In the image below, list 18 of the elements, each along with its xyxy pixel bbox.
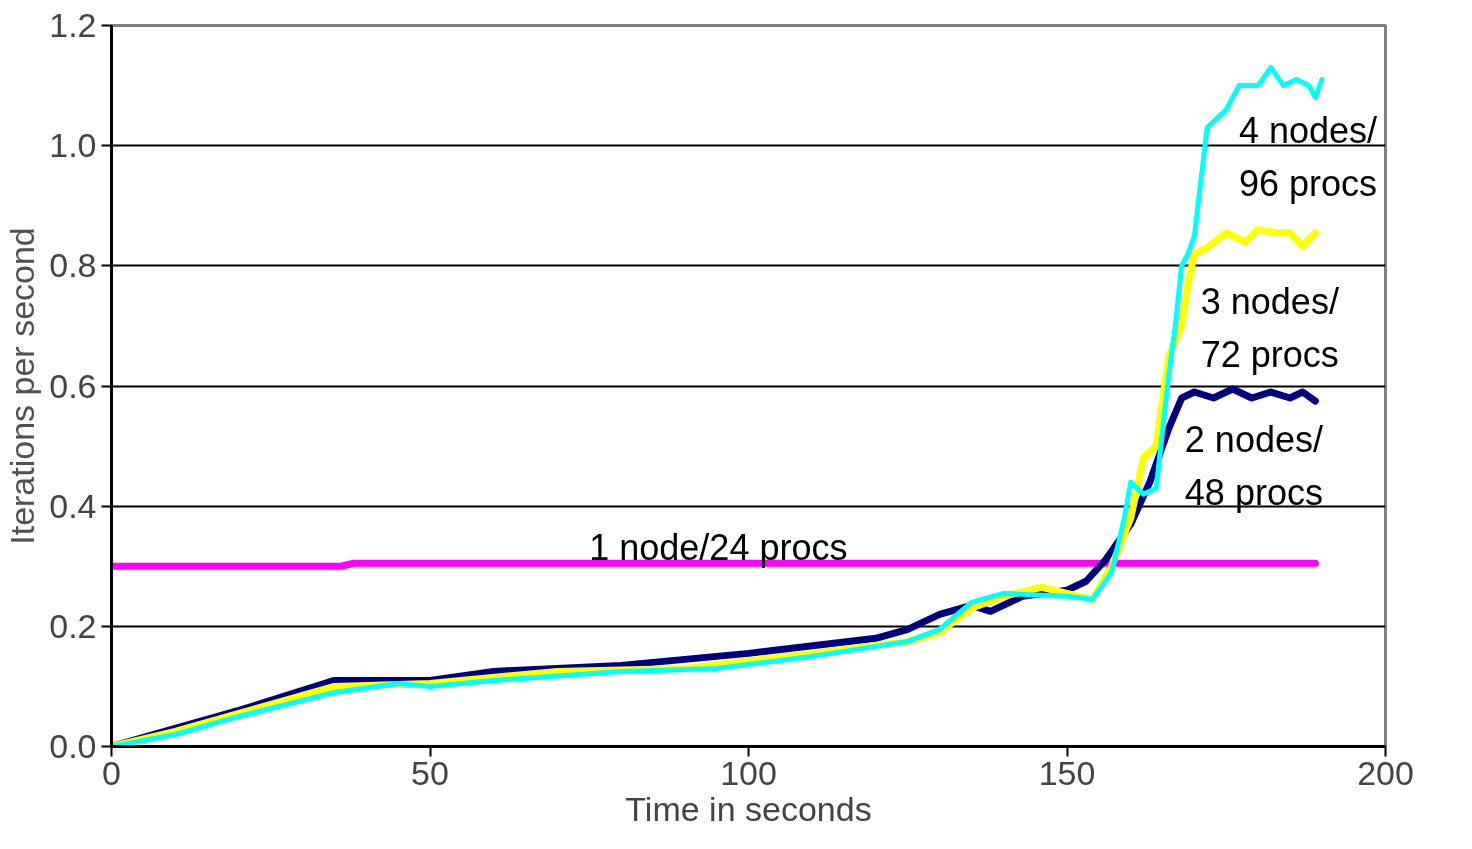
x-tick-label: 0 [102, 753, 121, 792]
x-tick-label: 150 [1038, 753, 1096, 792]
y-tick-label: 0.8 [49, 246, 97, 285]
x-tick-label: 50 [411, 753, 449, 792]
series-label: 1 node/24 procs [589, 527, 848, 569]
x-axis-title: Time in seconds [625, 789, 872, 828]
y-tick-label: 0.2 [49, 606, 97, 645]
y-tick-label: 1.0 [49, 126, 97, 165]
y-tick-label: 0.0 [49, 727, 97, 765]
series-label: 2 nodes/ 48 procs [1184, 419, 1323, 514]
y-axis-title: Iterations per second [3, 227, 42, 545]
series-label: 4 nodes/ 96 procs [1238, 109, 1378, 204]
series-label: 3 nodes/ 72 procs [1200, 280, 1339, 376]
x-tick-label: 200 [1357, 753, 1414, 792]
y-tick-label: 1.2 [49, 6, 97, 44]
x-tick-label: 100 [720, 753, 777, 792]
y-tick-label: 0.6 [49, 366, 97, 405]
y-tick-label: 0.4 [49, 486, 97, 525]
